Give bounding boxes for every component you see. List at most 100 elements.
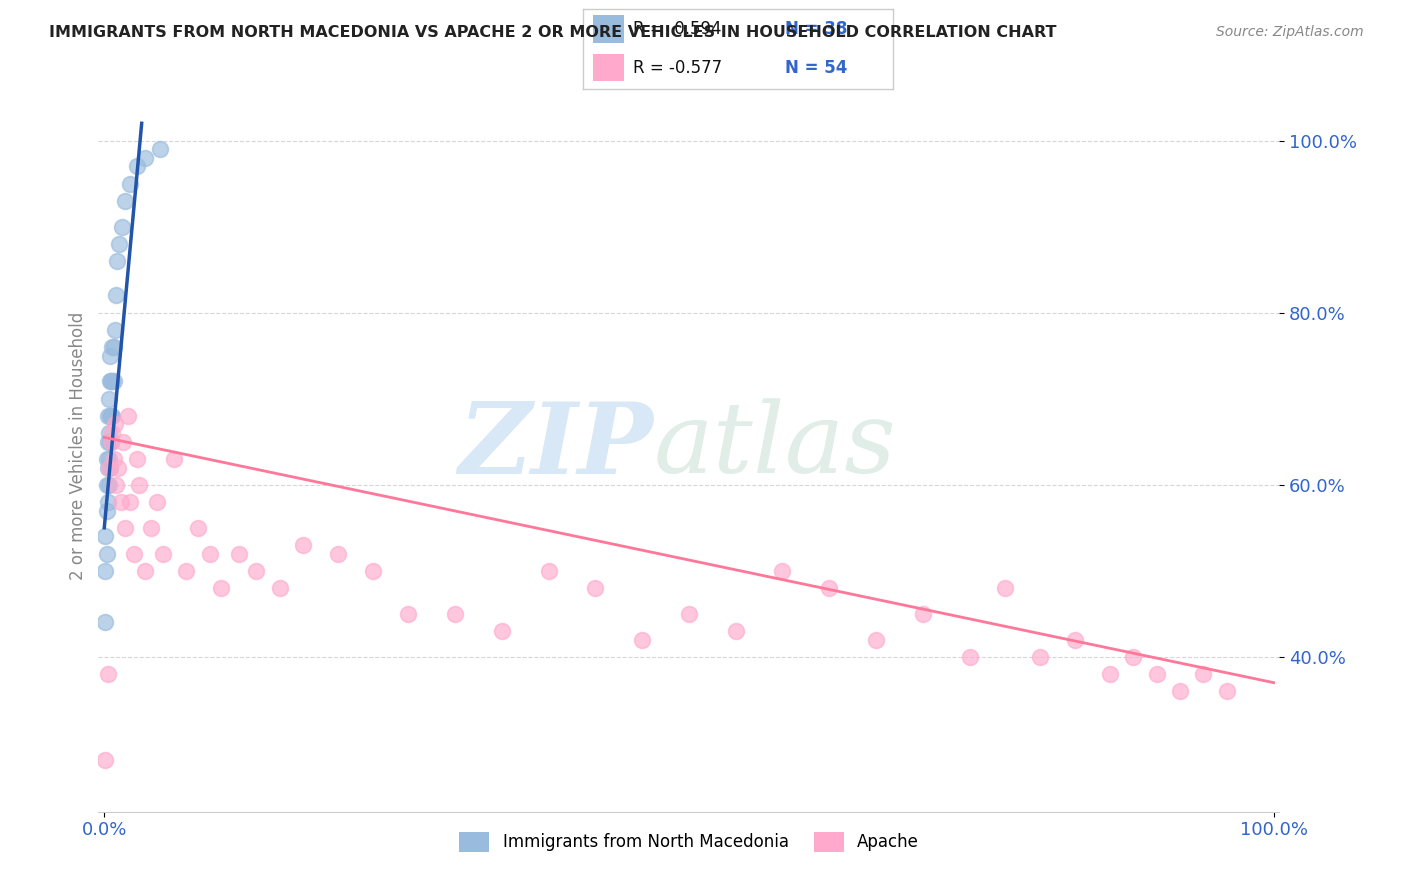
Point (326, 547, 349, 561)
Point (98, 460, 121, 475)
Point (96, 477, 118, 491)
Point (583, 581, 606, 595)
Point (118, 495, 141, 509)
Point (98, 349, 121, 363)
Point (134, 151, 156, 165)
Point (228, 547, 250, 561)
Point (1192, 667, 1215, 681)
Point (1168, 684, 1191, 698)
Bar (593, 54, 624, 81)
Point (1063, 632, 1085, 647)
Point (111, 434, 134, 449)
Point (104, 477, 127, 491)
Legend: Immigrants from North Macedonia, Apache: Immigrants from North Macedonia, Apache (453, 826, 925, 858)
Text: ZIP: ZIP (458, 398, 654, 494)
Point (125, 451, 148, 466)
Point (134, 564, 156, 578)
Point (97, 495, 120, 509)
Point (101, 409, 124, 423)
Point (100, 375, 122, 389)
Point (97, 667, 120, 681)
Point (1098, 667, 1121, 681)
Point (103, 340, 125, 354)
Point (911, 607, 934, 621)
Point (1146, 667, 1168, 681)
Point (98, 375, 121, 389)
Point (97, 426, 120, 441)
Point (187, 521, 209, 535)
Text: R = -0.577: R = -0.577 (633, 59, 723, 77)
Point (101, 340, 124, 354)
Point (97, 434, 120, 449)
Point (292, 538, 315, 552)
Text: IMMIGRANTS FROM NORTH MACEDONIA VS APACHE 2 OR MORE VEHICLES IN HOUSEHOLD CORREL: IMMIGRANTS FROM NORTH MACEDONIA VS APACH… (49, 25, 1057, 40)
Point (114, 521, 136, 535)
Point (94, 615, 117, 630)
Point (128, 477, 150, 491)
Point (110, 495, 132, 509)
Point (117, 409, 139, 423)
Point (107, 460, 129, 475)
Point (100, 434, 122, 449)
Point (139, 521, 162, 535)
Text: atlas: atlas (654, 399, 896, 493)
Point (96, 503, 118, 517)
Point (97, 409, 120, 423)
Point (174, 564, 197, 578)
Point (209, 581, 232, 595)
Point (146, 495, 169, 509)
Text: Source: ZipAtlas.com: Source: ZipAtlas.com (1216, 25, 1364, 39)
Point (361, 564, 384, 578)
Point (269, 581, 291, 595)
Text: R =  0.594: R = 0.594 (633, 20, 721, 38)
Point (865, 632, 887, 647)
Point (118, 177, 141, 191)
Text: N = 38: N = 38 (785, 20, 846, 38)
Point (772, 564, 794, 578)
Point (125, 159, 148, 173)
Point (98, 434, 121, 449)
Point (96, 547, 118, 561)
Point (101, 426, 124, 441)
Point (98, 409, 121, 423)
Point (97, 477, 120, 491)
Point (1122, 649, 1144, 664)
Point (537, 564, 560, 578)
Point (1029, 649, 1052, 664)
Point (724, 624, 747, 638)
Point (101, 375, 124, 389)
Point (105, 254, 128, 268)
Y-axis label: 2 or more Vehicles in Household: 2 or more Vehicles in Household (69, 312, 87, 580)
Point (97, 460, 120, 475)
Point (104, 323, 127, 337)
Point (97, 460, 120, 475)
Point (94, 753, 117, 767)
Point (818, 581, 841, 595)
Point (96, 451, 118, 466)
Point (245, 564, 267, 578)
Point (122, 547, 145, 561)
Point (111, 219, 134, 234)
Point (94, 529, 117, 543)
Point (108, 236, 131, 251)
Point (104, 288, 127, 302)
Point (444, 607, 467, 621)
Point (97, 392, 120, 406)
Point (114, 194, 136, 208)
Text: N = 54: N = 54 (785, 59, 846, 77)
Point (631, 632, 654, 647)
Point (396, 607, 419, 621)
Point (152, 547, 174, 561)
Bar (593, 15, 624, 43)
Point (94, 564, 117, 578)
Point (198, 547, 221, 561)
Point (678, 607, 700, 621)
Point (103, 451, 125, 466)
Point (959, 649, 981, 664)
Point (149, 142, 172, 156)
Point (97, 451, 120, 466)
Point (100, 409, 122, 423)
Point (1216, 684, 1239, 698)
Point (104, 417, 127, 432)
Point (491, 624, 513, 638)
